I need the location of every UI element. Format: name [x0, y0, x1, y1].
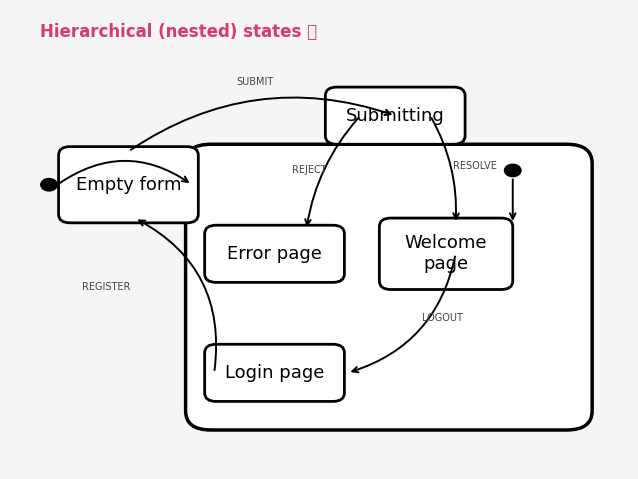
Circle shape [505, 164, 521, 177]
Text: Hierarchical (nested) states 🌲: Hierarchical (nested) states 🌲 [40, 23, 316, 41]
Text: RESOLVE: RESOLVE [453, 160, 496, 171]
FancyBboxPatch shape [186, 144, 592, 430]
Text: REJECT: REJECT [292, 165, 327, 175]
Text: Error page: Error page [227, 245, 322, 263]
FancyBboxPatch shape [380, 218, 513, 289]
Text: Welcome
page: Welcome page [404, 234, 487, 273]
Circle shape [41, 179, 57, 191]
FancyBboxPatch shape [59, 147, 198, 223]
Text: Submitting: Submitting [346, 107, 445, 125]
Text: REGISTER: REGISTER [82, 282, 130, 292]
FancyBboxPatch shape [205, 344, 345, 401]
FancyBboxPatch shape [325, 87, 465, 144]
Text: LOGOUT: LOGOUT [422, 313, 463, 323]
FancyBboxPatch shape [205, 225, 345, 282]
Text: SUBMIT: SUBMIT [237, 77, 274, 87]
Text: Empty form: Empty form [76, 176, 181, 194]
Text: Login page: Login page [225, 364, 324, 382]
